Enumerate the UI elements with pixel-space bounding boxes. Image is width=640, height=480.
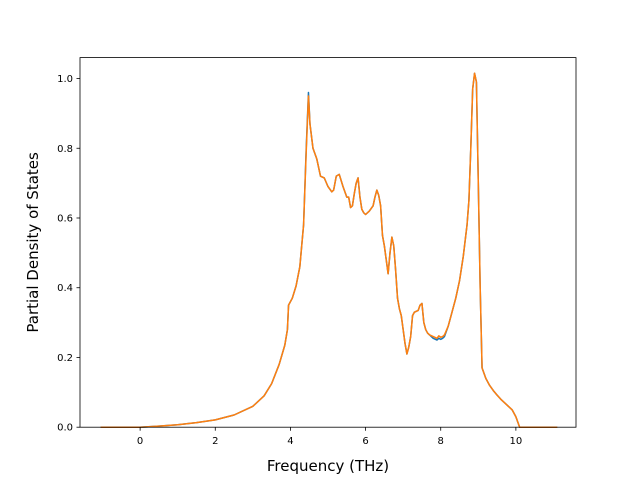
x-tick-label: 2 [212,436,218,447]
series-line-2 [100,72,558,428]
x-tick-label: 10 [510,436,523,447]
series-layer [100,72,558,428]
y-tick-label: 0.4 [57,283,73,294]
x-axis-label: Frequency (THz) [267,457,389,475]
y-tick-label: 0.8 [57,144,73,155]
y-tick-label: 0.0 [57,423,73,434]
y-tick-label: 1.0 [57,74,73,85]
y-tick-label: 0.2 [57,353,73,364]
y-axis-ticks: 0.0 0.2 0.4 0.6 0.8 1.0 [57,74,80,434]
y-axis-label: Partial Density of States [24,152,42,333]
plot-area [80,57,576,428]
y-tick-label: 0.6 [57,213,73,224]
plot-frame [79,57,577,428]
x-tick-label: 8 [438,436,444,447]
x-tick-label: 0 [137,436,143,447]
x-tick-label: 6 [362,436,368,447]
x-axis-ticks: 0 2 4 6 8 10 [137,427,522,447]
x-tick-label: 4 [287,436,293,447]
